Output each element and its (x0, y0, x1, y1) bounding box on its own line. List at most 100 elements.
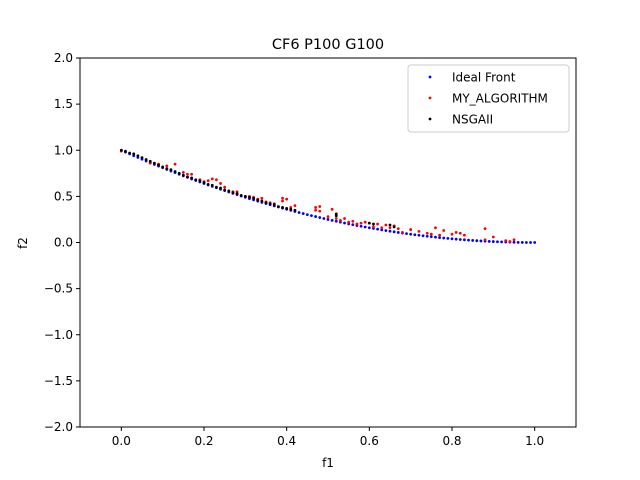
data-point (491, 240, 495, 243)
data-point (425, 231, 429, 235)
data-point (380, 226, 384, 230)
data-point (210, 183, 214, 187)
data-point (363, 225, 367, 229)
data-point (223, 188, 227, 192)
data-point (318, 209, 322, 213)
data-point (425, 234, 429, 238)
data-point (186, 172, 189, 176)
data-point (206, 179, 210, 183)
data-point (450, 237, 454, 241)
x-axis-label: f1 (322, 456, 334, 470)
data-point (396, 227, 400, 231)
series-3 (119, 148, 396, 229)
data-point (301, 212, 305, 215)
data-point (219, 186, 222, 190)
data-point (434, 235, 437, 239)
data-point (463, 238, 466, 242)
data-point (318, 216, 322, 219)
data-point (520, 241, 524, 244)
data-point (401, 230, 404, 234)
legend: Ideal Front MY_ALGORITHM NSGAII (407, 64, 570, 133)
data-point (533, 241, 537, 244)
data-point (272, 203, 276, 207)
data-point (396, 231, 400, 234)
data-point (359, 224, 363, 228)
data-point (367, 221, 371, 225)
data-point (128, 151, 132, 155)
data-point (243, 194, 247, 198)
data-point (215, 185, 218, 189)
data-point (392, 225, 396, 229)
data-point (372, 225, 375, 229)
data-point (351, 219, 355, 223)
y-axis: 2.0 1.5 1.0 0.5 0.0 −0.5 −1.0 −1.5 −2.0 (44, 51, 80, 434)
data-point (330, 207, 334, 211)
data-point (487, 239, 491, 243)
data-point (434, 226, 437, 230)
data-point (289, 207, 293, 211)
y-tick-label: 2.0 (54, 51, 73, 65)
legend-label: MY_ALGORITHM (452, 92, 548, 106)
data-point (215, 178, 218, 182)
data-point (376, 222, 379, 226)
data-point (388, 229, 392, 233)
data-point (450, 232, 454, 236)
data-point (153, 161, 156, 165)
data-point (413, 233, 417, 237)
data-point (314, 215, 317, 218)
data-point (297, 211, 301, 214)
data-point (239, 194, 243, 197)
data-point (210, 177, 214, 181)
series-1 (119, 148, 537, 244)
data-point (334, 219, 338, 223)
data-point (190, 176, 194, 180)
data-point (161, 165, 165, 169)
data-point (442, 236, 446, 240)
data-point (504, 239, 508, 243)
data-point (165, 164, 169, 168)
data-point (388, 226, 392, 230)
data-point (512, 238, 516, 242)
x-tick-label: 0.8 (442, 434, 461, 448)
data-point (405, 232, 408, 236)
x-tick-label: 0.0 (112, 434, 131, 448)
data-point (285, 206, 289, 210)
data-point (392, 230, 396, 234)
data-point (421, 234, 425, 238)
data-point (181, 173, 185, 177)
data-point (268, 202, 272, 206)
data-point (202, 181, 206, 184)
data-point (293, 208, 297, 212)
data-point (119, 148, 123, 152)
data-point (343, 217, 346, 220)
x-tick-label: 0.2 (194, 434, 213, 448)
y-axis-label: f2 (16, 237, 30, 249)
data-point (339, 218, 342, 222)
data-point (326, 215, 330, 219)
data-point (496, 240, 499, 244)
data-point (136, 154, 140, 158)
x-tick-label: 0.4 (277, 434, 296, 448)
data-point (458, 238, 462, 241)
data-point (173, 170, 177, 173)
data-point (529, 241, 532, 244)
data-point (334, 217, 338, 220)
legend-marker (428, 117, 432, 121)
data-point (417, 230, 421, 233)
data-point (479, 239, 483, 243)
data-point (264, 201, 268, 205)
data-point (181, 170, 185, 174)
legend-marker (428, 75, 432, 79)
data-point (483, 227, 487, 231)
data-point (235, 192, 239, 196)
data-point (227, 189, 231, 193)
data-point (148, 159, 152, 163)
x-tick-label: 0.6 (360, 434, 379, 448)
data-point (442, 229, 446, 232)
data-point (438, 236, 441, 240)
data-point (483, 238, 487, 242)
data-point (173, 162, 177, 166)
data-point (252, 196, 256, 200)
data-point (260, 199, 264, 203)
data-point (463, 233, 466, 237)
